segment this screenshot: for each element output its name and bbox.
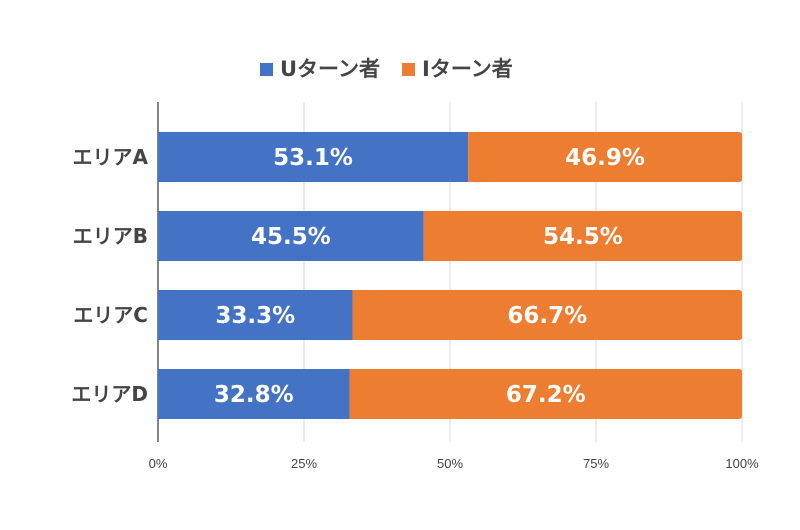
legend: Uターン者 Iターン者 bbox=[260, 57, 513, 81]
x-tick-label: 25% bbox=[291, 456, 317, 471]
x-tick-label: 0% bbox=[149, 456, 168, 471]
x-axis-ticks: 0% 25% 50% 75% 100% bbox=[149, 456, 759, 471]
bar-data-label: 33.3% bbox=[215, 303, 295, 329]
bar-data-label: 46.9% bbox=[565, 145, 645, 171]
bar-data-label: 45.5% bbox=[251, 224, 331, 250]
bar-data-label: 66.7% bbox=[507, 303, 587, 329]
bar-segment bbox=[158, 132, 469, 182]
category-label: エリアD bbox=[71, 382, 148, 406]
bar-segment bbox=[423, 211, 742, 261]
bar-segment bbox=[349, 369, 742, 419]
legend-entry: Iターン者 bbox=[422, 57, 513, 81]
bar-segment bbox=[158, 369, 350, 419]
category-labels: エリアA エリアB エリアC エリアD bbox=[71, 145, 148, 406]
category-label: エリアC bbox=[73, 303, 148, 327]
bar-data-label: 53.1% bbox=[273, 145, 353, 171]
bar-data-label: 54.5% bbox=[543, 224, 623, 250]
bar-segment bbox=[352, 290, 742, 340]
bar-data-label: 67.2% bbox=[506, 382, 586, 408]
bar-segment bbox=[158, 211, 424, 261]
category-label: エリアA bbox=[73, 145, 149, 169]
x-tick-label: 50% bbox=[437, 456, 463, 471]
bar-segment bbox=[468, 132, 742, 182]
legend-swatch bbox=[402, 63, 416, 76]
category-label: エリアB bbox=[73, 224, 148, 248]
x-tick-label: 100% bbox=[725, 456, 759, 471]
legend-swatch bbox=[260, 63, 273, 76]
bar-labels: 53.1% 46.9% 45.5% 54.5% 33.3% 66.7% 32.8% 67.2% bbox=[214, 145, 645, 408]
bar-data-label: 32.8% bbox=[214, 382, 294, 408]
x-tick-label: 75% bbox=[583, 456, 609, 471]
bar-segment bbox=[158, 290, 353, 340]
bars bbox=[158, 132, 742, 419]
legend-entry: Uターン者 bbox=[280, 57, 380, 81]
